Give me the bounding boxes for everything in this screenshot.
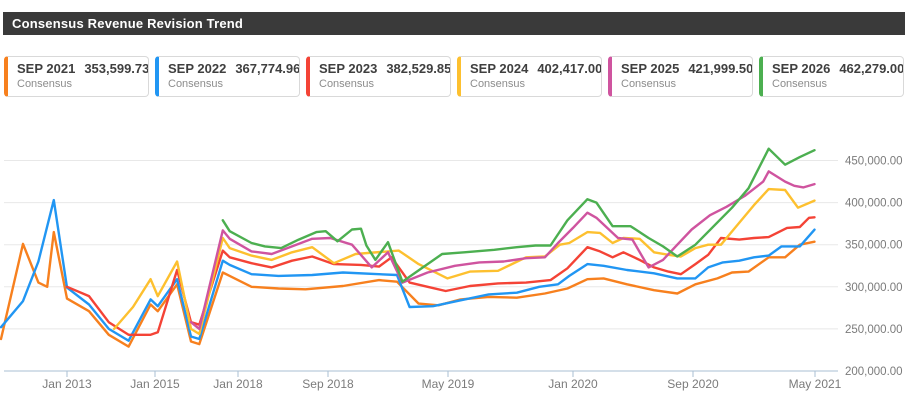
period-label: SEP 2024	[470, 61, 529, 76]
x-axis-label: Jan 2015	[130, 377, 180, 391]
y-axis-label: 350,000.00	[845, 240, 903, 252]
consensus-value: 367,774.96	[235, 61, 300, 76]
legend-card-sep-2024[interactable]: SEP 2024 402,417.00 Consensus	[457, 56, 602, 97]
x-axis-label: Jan 2020	[548, 377, 598, 391]
consensus-value: 421,999.50	[688, 61, 753, 76]
period-label: SEP 2025	[621, 61, 680, 76]
consensus-label: Consensus	[470, 78, 526, 90]
y-axis-label: 300,000.00	[845, 282, 903, 294]
x-axis-label: Jan 2018	[213, 377, 263, 391]
consensus-label: Consensus	[168, 78, 224, 90]
consensus-value: 382,529.85	[386, 61, 451, 76]
legend-card-sep-2025[interactable]: SEP 2025 421,999.50 Consensus	[608, 56, 753, 97]
x-axis-label: May 2021	[789, 377, 842, 391]
legend-cards: SEP 2021 353,599.73 Consensus SEP 2022 367…	[4, 56, 904, 97]
header-bar: Consensus Revenue Revision Trend	[3, 12, 905, 35]
series-line-sep-2022-consensus	[0, 198, 816, 342]
y-axis-label: 200,000.00	[845, 366, 903, 378]
consensus-label: Consensus	[772, 78, 828, 90]
series-line-sep-2025-consensus	[189, 170, 816, 331]
y-axis-label: 250,000.00	[845, 324, 903, 336]
series-line-sep-2024-consensus	[112, 187, 816, 336]
series-line-sep-2026-consensus	[221, 147, 816, 283]
legend-card-sep-2022[interactable]: SEP 2022 367,774.96 Consensus	[155, 56, 300, 97]
period-label: SEP 2021	[17, 61, 76, 76]
legend-card-sep-2023[interactable]: SEP 2023 382,529.85 Consensus	[306, 56, 451, 97]
consensus-label: Consensus	[17, 78, 73, 90]
y-axis-label: 400,000.00	[845, 198, 903, 210]
consensus-label: Consensus	[319, 78, 375, 90]
y-axis-label: 450,000.00	[845, 156, 903, 168]
consensus-value: 462,279.00	[839, 61, 904, 76]
period-label: SEP 2022	[168, 61, 227, 76]
x-axis-label: Sep 2020	[667, 377, 719, 391]
period-label: SEP 2023	[319, 61, 378, 76]
page-title: Consensus Revenue Revision Trend	[12, 16, 244, 31]
x-axis-label: Jan 2013	[42, 377, 92, 391]
period-label: SEP 2026	[772, 61, 831, 76]
legend-card-sep-2021[interactable]: SEP 2021 353,599.73 Consensus	[4, 56, 149, 97]
legend-card-sep-2026[interactable]: SEP 2026 462,279.00 Consensus	[759, 56, 904, 97]
x-axis-label: May 2019	[422, 377, 475, 391]
series-line-sep-2021-consensus	[0, 230, 816, 348]
x-axis-label: Sep 2018	[302, 377, 354, 391]
consensus-value: 353,599.73	[84, 61, 149, 76]
consensus-value: 402,417.00	[537, 61, 602, 76]
consensus-label: Consensus	[621, 78, 677, 90]
